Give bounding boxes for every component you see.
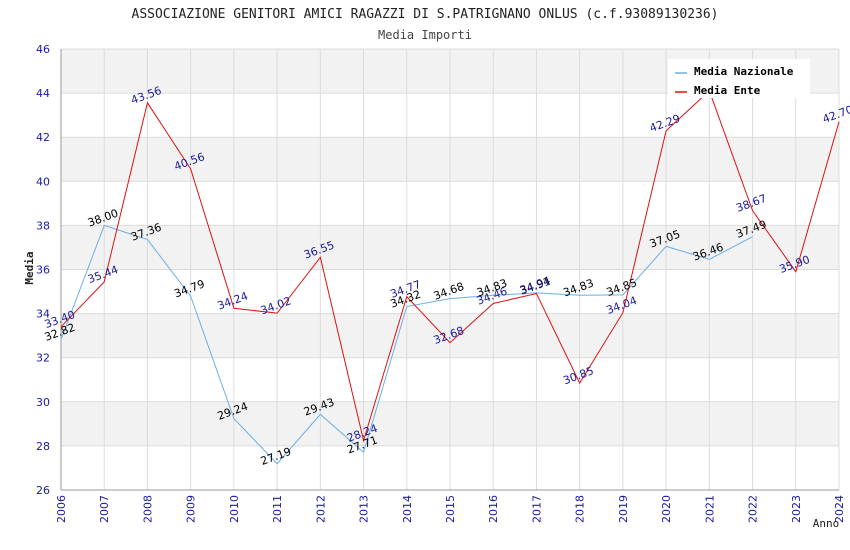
x-tick-label: 2008: [141, 495, 154, 523]
legend-box: [668, 59, 810, 98]
chart-subtitle: Media Importi: [378, 28, 472, 42]
y-tick-label: 40: [36, 175, 50, 188]
y-tick-label: 34: [36, 308, 50, 321]
x-tick-label: 2021: [703, 495, 716, 523]
x-tick-label: 2016: [487, 495, 500, 523]
x-tick-label: 2006: [55, 495, 68, 523]
axes: [60, 49, 839, 491]
x-tick-label: 2017: [530, 495, 543, 523]
legend: Media Nazionale Media Ente: [668, 59, 810, 98]
legend-label-media-nazionale: Media Nazionale: [694, 65, 794, 78]
x-tick-label: 2014: [401, 495, 414, 523]
x-tick-label: 2018: [574, 495, 587, 523]
y-axis-label: Media: [23, 251, 36, 284]
y-tick-label: 36: [36, 264, 50, 277]
x-tick-label: 2007: [98, 495, 111, 523]
x-tick-label: 2022: [747, 495, 760, 523]
x-tick-label: 2012: [314, 495, 327, 523]
x-tick-label: 2019: [617, 495, 630, 523]
y-tick-label: 46: [36, 43, 50, 56]
y-tick-labels: 26 28 30 32 34 36 38 40 42 44 46: [36, 43, 50, 497]
x-tick-label: 2010: [228, 495, 241, 523]
y-tick-label: 26: [36, 484, 50, 497]
series-line-media-nazionale: [60, 224, 753, 465]
x-tick-label: 2023: [790, 495, 803, 523]
y-tick-label: 42: [36, 131, 50, 144]
y-tick-label: 32: [36, 352, 50, 365]
legend-label-media-ente: Media Ente: [694, 84, 761, 97]
x-tick-label: 2024: [833, 495, 846, 523]
x-tick-label: 2015: [444, 495, 457, 523]
y-tick-label: 44: [36, 87, 50, 100]
x-axis-label: Anno: [813, 517, 840, 530]
y-tick-label: 38: [36, 219, 50, 232]
x-tick-label: 2020: [660, 495, 673, 523]
x-tick-labels: 2006 2007 2008 2009 2010 2011 2012 2013 2014 2015…: [55, 495, 846, 523]
y-tick-label: 30: [36, 396, 50, 409]
x-tick-label: 2011: [271, 495, 284, 523]
y-tick-label: 28: [36, 440, 50, 453]
chart-title: ASSOCIAZIONE GENITORI AMICI RAGAZZI DI S…: [132, 7, 719, 22]
x-tick-label: 2013: [358, 495, 371, 523]
x-tick-label: 2009: [185, 495, 198, 523]
